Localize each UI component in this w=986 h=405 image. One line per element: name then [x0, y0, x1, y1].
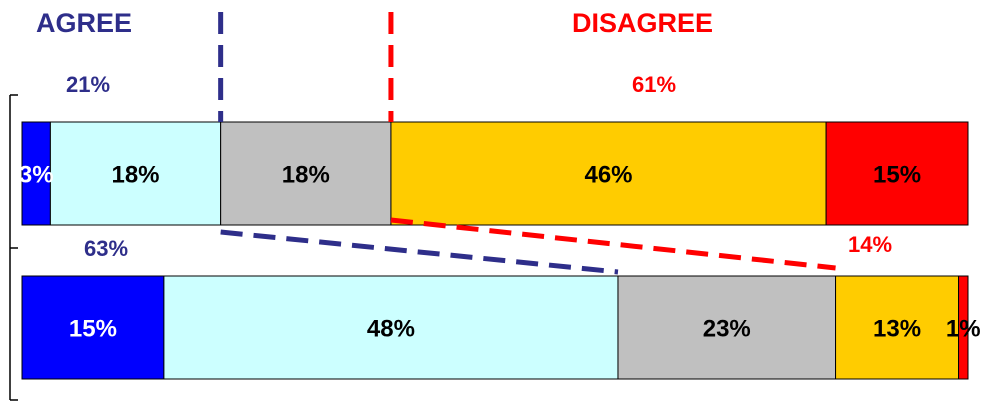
row1-agree-total: 21% [66, 72, 111, 97]
bar-row1-seg4 [390, 121, 827, 226]
bar-label-row1-seg2: 18% [111, 162, 159, 189]
bar-row2-seg5 [958, 275, 969, 380]
bar-row2-seg3 [617, 275, 837, 380]
bar-label-row1-seg1: 3% [19, 162, 54, 189]
row1-disagree-total: 61% [632, 72, 677, 97]
bar-label-row2-seg5: 1% [946, 316, 981, 343]
row2-disagree-total: 14% [848, 232, 893, 257]
bar-label-row2-seg2: 48% [367, 316, 415, 343]
bar-row1-seg2 [49, 121, 222, 226]
row2-agree-total: 63% [84, 236, 129, 261]
bar-label-row1-seg3: 18% [282, 162, 330, 189]
bar-label-row2-seg1: 15% [69, 316, 117, 343]
bar-row2-seg1 [21, 275, 165, 380]
agree-header: AGREE [36, 8, 133, 38]
bar-row1-seg3 [220, 121, 392, 226]
bar-label-row2-seg3: 23% [703, 316, 751, 343]
bar-row1-seg1 [21, 121, 51, 226]
disagree-divider-connector [390, 217, 836, 271]
group-dividers [218, 12, 836, 275]
bar-label-row1-seg5: 15% [873, 162, 921, 189]
bar-label-row2-seg4: 13% [873, 316, 921, 343]
bars [21, 121, 969, 380]
bar-row1-seg5 [825, 121, 969, 226]
bar-row2-seg2 [163, 275, 619, 380]
disagree-header: DISAGREE [572, 8, 714, 38]
segment-labels: 3% 18% 18% 46% 15% 15% 48% 23% 13% 1% [19, 162, 981, 343]
bar-label-row1-seg4: 46% [584, 162, 632, 189]
category-axis [9, 94, 18, 401]
agree-divider-connector [220, 229, 619, 275]
